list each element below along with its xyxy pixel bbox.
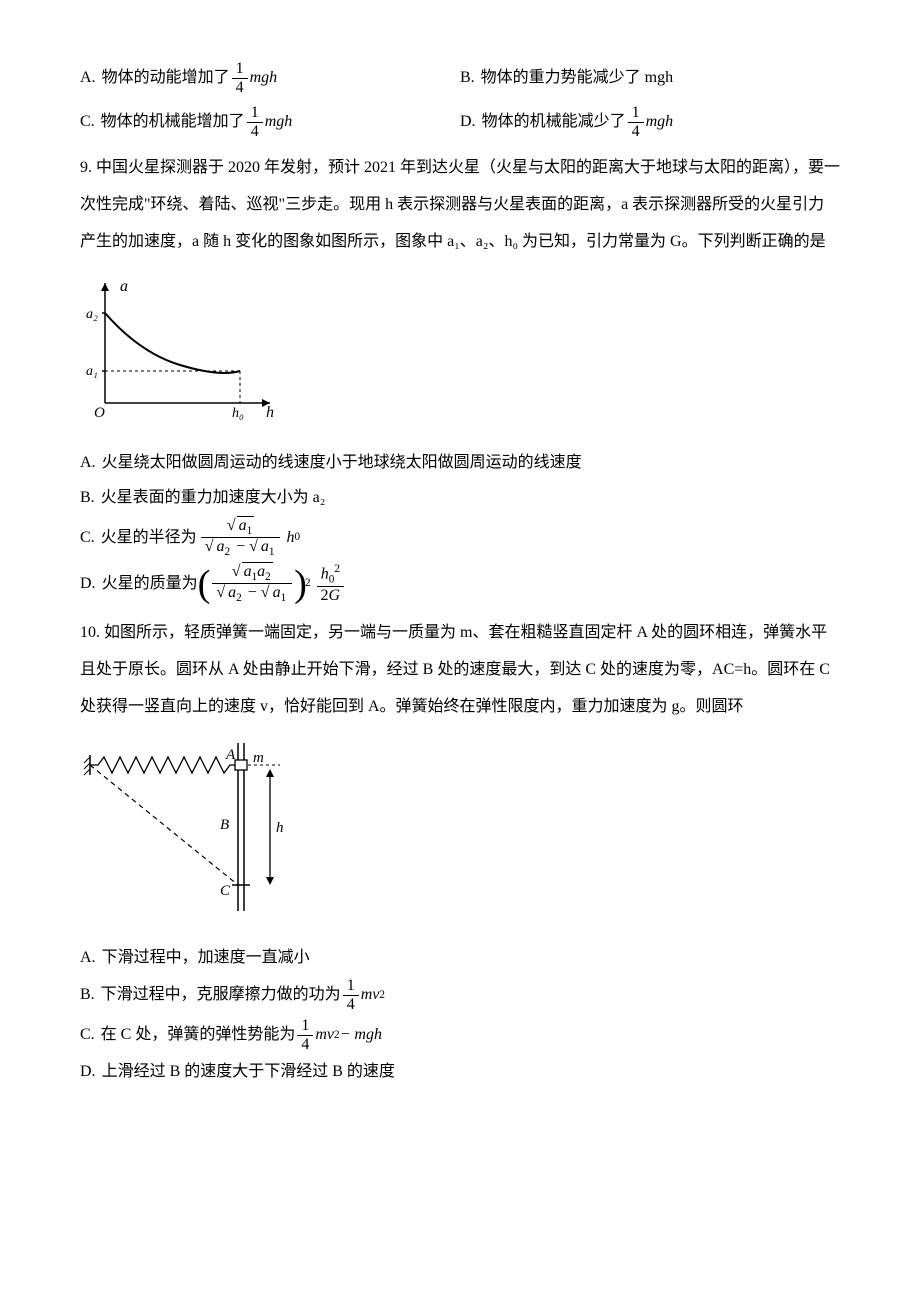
q8-options-row-1: A. 物体的动能增加了 1 4 mgh B. 物体的重力势能减少了 mgh: [80, 60, 840, 96]
question-number: 9.: [80, 159, 92, 176]
question-text: 如图所示，轻质弹簧一端固定，另一端与一质量为 m、套在粗糙竖直固定杆 A 处的圆…: [80, 624, 830, 715]
q9-option-C: C. 火星的半径为 a1 a2 − a1 h0: [80, 517, 840, 559]
math: mgh: [265, 107, 293, 137]
axis-label-h: h: [266, 404, 274, 421]
option-label: C.: [80, 107, 95, 137]
option-label: A.: [80, 448, 96, 478]
option-label: D.: [80, 1057, 96, 1087]
fraction: 1 4: [232, 60, 248, 96]
axis-label-a: a: [120, 278, 128, 295]
question-text: 中国火星探测器于 2020 年发射，预计 2021 年到达火星（火星与太阳的距离…: [80, 159, 840, 250]
tick-a2: a₂: [86, 307, 98, 322]
q10-diagram: A m B C h: [80, 737, 840, 928]
math: mgh: [250, 63, 278, 93]
q8-option-C: C. 物体的机械能增加了 1 4 mgh: [80, 104, 460, 140]
option-label: C.: [80, 523, 95, 553]
svg-text:m: m: [253, 750, 264, 766]
option-label: B.: [80, 483, 95, 513]
q8-option-B: B. 物体的重力势能减少了 mgh: [460, 60, 840, 96]
option-text: 上滑经过 B 的速度大于下滑经过 B 的速度: [102, 1057, 395, 1087]
acceleration-chart: a h a₂ a₁ O h₀: [80, 273, 280, 423]
fraction: a1a2 a2 − a1: [212, 563, 292, 605]
svg-text:C: C: [220, 883, 231, 899]
option-text: 下滑过程中，克服摩擦力做的功为: [101, 980, 341, 1010]
spring-rod-diagram: A m B C h: [80, 737, 310, 917]
q8-option-A: A. 物体的动能增加了 1 4 mgh: [80, 60, 460, 96]
option-text: 物体的机械能增加了: [101, 107, 245, 137]
svg-text:B: B: [220, 817, 229, 833]
option-text: 火星的半径为: [101, 523, 197, 553]
option-text: 火星的质量为: [102, 569, 198, 599]
svg-text:h: h: [276, 820, 284, 836]
q9-option-D: D. 火星的质量为 ( a1a2 a2 − a1 )2 h02 2G: [80, 563, 840, 605]
option-text: 物体的动能增加了: [102, 63, 230, 93]
option-label: A.: [80, 63, 96, 93]
tick-h0: h₀: [232, 406, 244, 421]
q8-option-D: D. 物体的机械能减少了 1 4 mgh: [460, 104, 840, 140]
q10-option-C: C. 在 C 处，弹簧的弹性势能为 1 4 mv2 − mgh: [80, 1017, 840, 1053]
origin-label: O: [94, 405, 105, 421]
svg-text:A: A: [225, 747, 236, 763]
q10-body: 10. 如图所示，轻质弹簧一端固定，另一端与一质量为 m、套在粗糙竖直固定杆 A…: [80, 615, 840, 725]
option-label: D.: [80, 569, 96, 599]
q9-body: 9. 中国火星探测器于 2020 年发射，预计 2021 年到达火星（火星与太阳…: [80, 150, 840, 260]
fraction: 1 4: [247, 104, 263, 140]
math: mgh: [646, 107, 674, 137]
option-label: B.: [80, 980, 95, 1010]
option-label: C.: [80, 1020, 95, 1050]
fraction: 1 4: [628, 104, 644, 140]
q9-chart: a h a₂ a₁ O h₀: [80, 273, 840, 434]
q9-option-A: A. 火星绕太阳做圆周运动的线速度小于地球绕太阳做圆周运动的线速度: [80, 448, 840, 478]
fraction: a1 a2 − a1: [201, 517, 281, 559]
option-text: 火星绕太阳做圆周运动的线速度小于地球绕太阳做圆周运动的线速度: [102, 448, 582, 478]
q10-option-D: D. 上滑经过 B 的速度大于下滑经过 B 的速度: [80, 1057, 840, 1087]
option-text: 物体的重力势能减少了 mgh: [481, 63, 673, 93]
option-label: A.: [80, 943, 96, 973]
tick-a1: a₁: [86, 364, 98, 379]
q8-options-row-2: C. 物体的机械能增加了 1 4 mgh D. 物体的机械能减少了 1 4 mg…: [80, 104, 840, 140]
option-label: D.: [460, 107, 476, 137]
fraction: h02 2G: [317, 563, 345, 604]
option-text: 火星表面的重力加速度大小为 a₂: [101, 483, 326, 513]
q10-option-A: A. 下滑过程中，加速度一直减小: [80, 943, 840, 973]
fraction: 1 4: [343, 977, 359, 1013]
page: A. 物体的动能增加了 1 4 mgh B. 物体的重力势能减少了 mgh C.…: [0, 0, 920, 1302]
option-text: 在 C 处，弹簧的弹性势能为: [101, 1020, 296, 1050]
option-text: 下滑过程中，加速度一直减小: [102, 943, 310, 973]
q10-option-B: B. 下滑过程中，克服摩擦力做的功为 1 4 mv2: [80, 977, 840, 1013]
option-text: 物体的机械能减少了: [482, 107, 626, 137]
question-number: 10.: [80, 624, 100, 641]
option-label: B.: [460, 63, 475, 93]
fraction: 1 4: [297, 1017, 313, 1053]
q9-option-B: B. 火星表面的重力加速度大小为 a₂: [80, 483, 840, 513]
